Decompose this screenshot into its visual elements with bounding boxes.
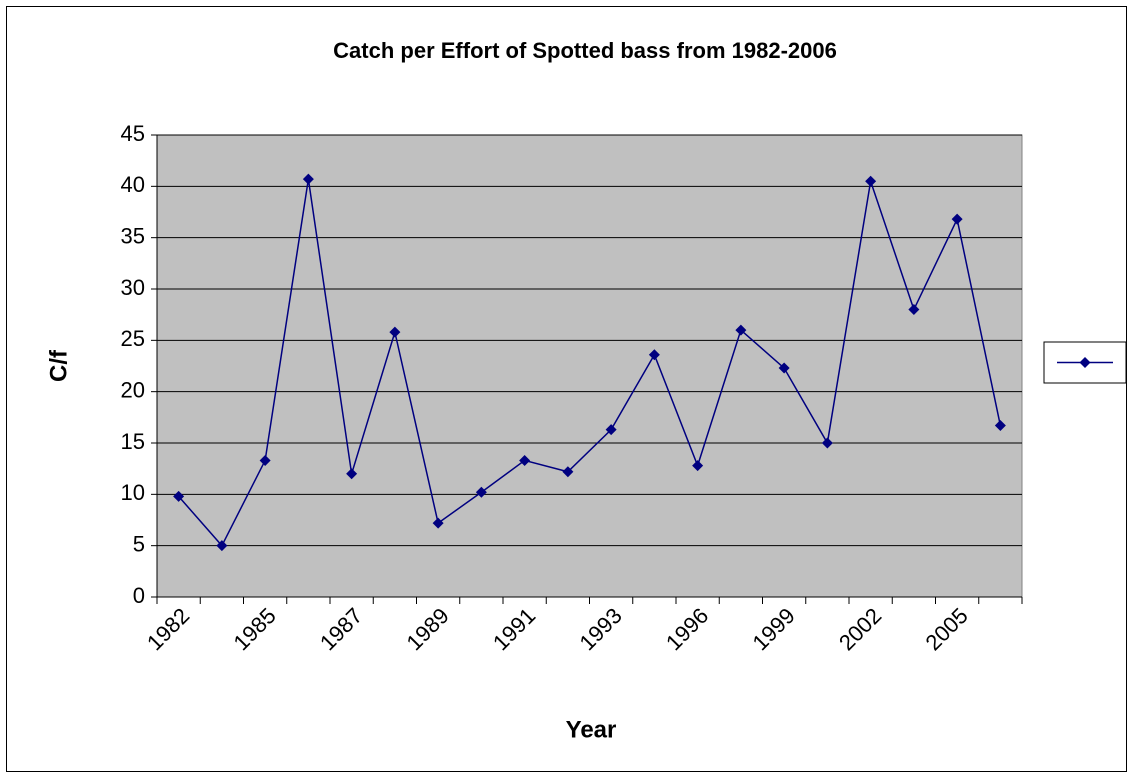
point-marker	[908, 304, 920, 316]
y-tick-label: 5	[133, 531, 145, 556]
y-tick-label: 0	[133, 583, 145, 608]
legend-marker	[1079, 357, 1091, 368]
x-axis-label: Year	[566, 716, 617, 743]
chart-title: Catch per Effort of Spotted bass from 19…	[333, 38, 837, 63]
point-marker	[173, 490, 185, 502]
point-marker	[605, 424, 617, 436]
point-marker	[735, 324, 747, 336]
point-marker	[951, 213, 963, 225]
point-marker	[475, 486, 487, 498]
point-marker	[562, 466, 574, 478]
y-axis-label: C/f	[45, 349, 72, 382]
point-marker	[302, 173, 314, 185]
y-tick-label: 20	[121, 377, 145, 402]
series-line	[178, 179, 1002, 547]
point-marker	[821, 437, 833, 449]
y-tick-label: 30	[121, 275, 145, 300]
point-marker	[346, 468, 358, 480]
point-marker	[519, 454, 531, 466]
point-marker	[994, 420, 1006, 432]
point-marker	[259, 454, 271, 466]
plot-area	[156, 134, 1023, 598]
y-tick-label: 40	[121, 172, 145, 197]
point-marker	[389, 326, 401, 338]
y-tick-label: 25	[121, 326, 145, 351]
point-marker	[692, 460, 704, 472]
point-marker	[216, 540, 228, 552]
point-marker	[432, 517, 444, 529]
y-tick-label: 45	[121, 121, 145, 146]
point-marker	[648, 349, 660, 361]
y-tick-label: 10	[121, 480, 145, 505]
y-tick-label: 35	[121, 223, 145, 248]
point-marker	[865, 175, 877, 187]
y-tick-label: 15	[121, 429, 145, 454]
point-marker	[778, 362, 790, 374]
